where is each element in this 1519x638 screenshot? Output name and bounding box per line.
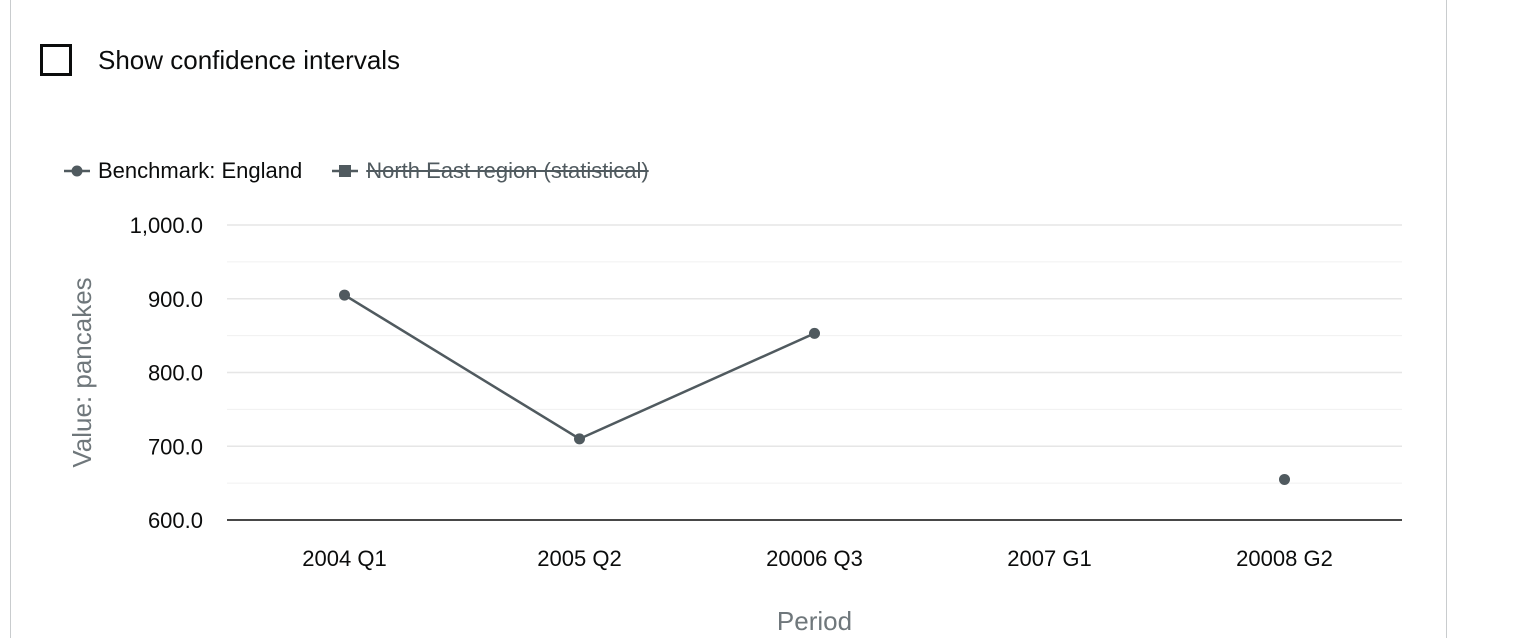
data-point (809, 327, 820, 339)
confidence-intervals-label: Show confidence intervals (98, 44, 401, 75)
series-line (343, 293, 816, 441)
legend-item-north-east-region[interactable]: North East region (statistical) (332, 158, 649, 184)
x-tick-label: 2005 Q2 (537, 546, 621, 571)
legend-square-marker-icon (332, 165, 359, 177)
data-point (1279, 473, 1290, 485)
legend-label: Benchmark: England (98, 158, 303, 183)
x-tick-label: 2007 G1 (1007, 546, 1091, 571)
y-tick-label: 800.0 (148, 361, 203, 386)
y-tick-label: 700.0 (148, 434, 203, 459)
legend-label: North East region (statistical) (366, 158, 649, 183)
data-point (574, 433, 585, 445)
chart-legend: Benchmark: England North East region (st… (64, 158, 679, 184)
y-tick-label: 900.0 (148, 287, 203, 312)
y-axis-title: Value: pancakes (67, 277, 97, 467)
y-tick-label: 1,000.0 (130, 213, 203, 238)
confidence-intervals-toggle[interactable]: Show confidence intervals (40, 44, 400, 76)
x-axis-title: Period (777, 606, 852, 631)
chart-panel (10, 0, 1447, 638)
legend-circle-marker-icon (64, 165, 90, 177)
confidence-intervals-checkbox[interactable] (40, 44, 72, 76)
x-tick-label: 2004 Q1 (302, 546, 386, 571)
x-tick-label: 20006 Q3 (766, 546, 863, 571)
legend-item-benchmark-england[interactable]: Benchmark: England (64, 158, 302, 184)
y-tick-label: 600.0 (148, 508, 203, 533)
data-point (339, 289, 350, 301)
x-tick-label: 20008 G2 (1236, 546, 1333, 571)
